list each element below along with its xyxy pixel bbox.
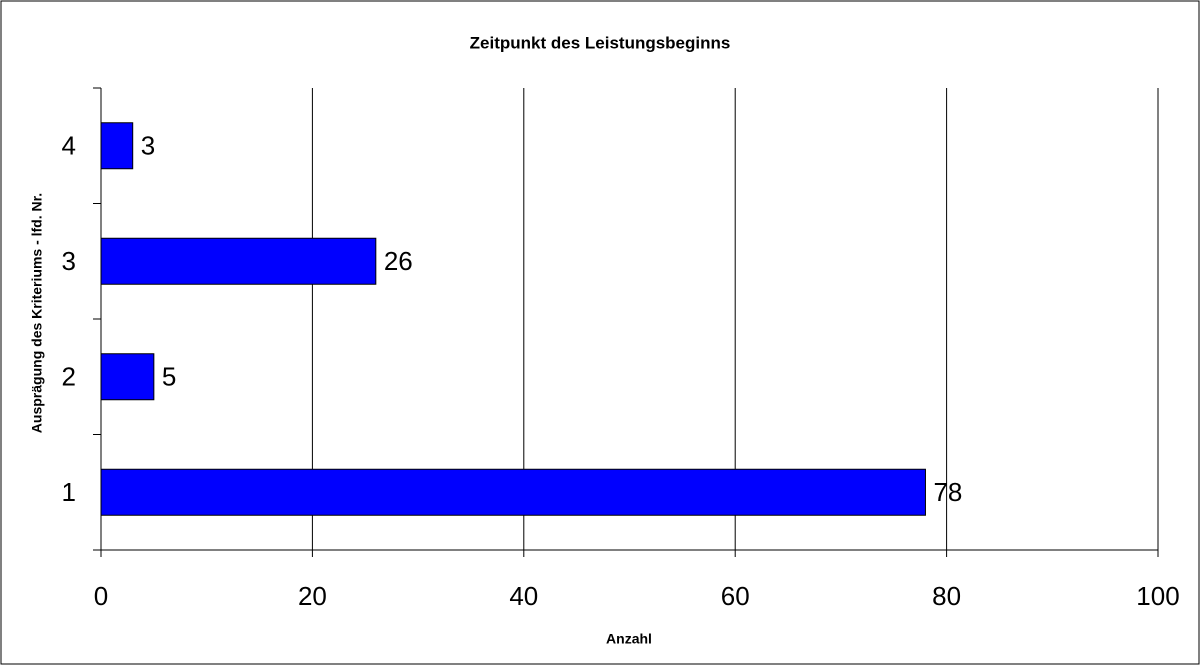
bar [100,122,134,170]
y-tick-label: 3 [62,246,76,276]
bar [100,468,926,516]
data-label: 78 [933,477,962,507]
x-tick-label: 0 [94,581,108,611]
data-label: 26 [384,246,413,276]
x-tick-label: 60 [721,581,750,611]
y-axis-label: Ausprägung des Kriteriums - lfd. Nr. [29,193,45,433]
y-tick-label: 2 [62,362,76,392]
x-tick-label: 40 [509,581,538,611]
bar [100,237,377,285]
x-tick-label: 20 [298,581,327,611]
x-tick-label: 100 [1136,581,1179,611]
x-tick-label: 80 [932,581,961,611]
chart-title: Zeitpunkt des Leistungsbeginns [470,33,731,52]
data-label: 5 [162,362,176,392]
y-tick-label: 4 [62,131,76,161]
data-label: 3 [141,131,155,161]
y-tick-label: 1 [62,477,76,507]
bar [100,353,155,401]
x-axis-label: Anzahl [606,631,652,647]
